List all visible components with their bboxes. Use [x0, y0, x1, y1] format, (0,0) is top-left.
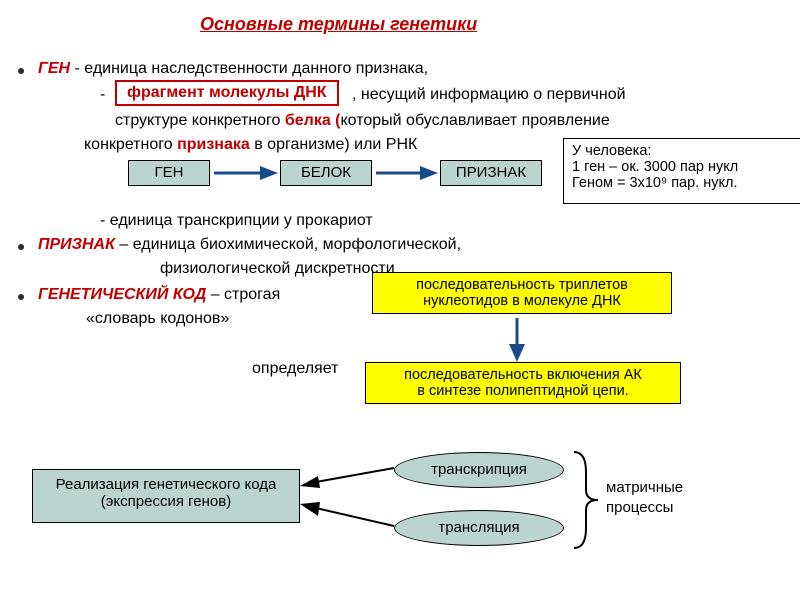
- brace-l2: процессы: [606, 498, 683, 518]
- bullet-dot: [18, 68, 24, 74]
- term-gene: ГЕН: [38, 60, 70, 77]
- ybox2-l2: в синтезе полипептидной цепи.: [372, 383, 674, 399]
- b3-line2: «словарь кодонов»: [86, 308, 229, 330]
- arrow-translation-to-box: [300, 500, 396, 530]
- bullet-dot-3: [18, 294, 24, 300]
- brace-l1: матричные: [606, 478, 683, 498]
- b1-l4a: конкретного: [84, 136, 177, 153]
- b2-line2: физиологической дискретности: [160, 258, 395, 280]
- defines-label: определяет: [252, 358, 338, 380]
- term-trait: ПРИЗНАК: [38, 236, 115, 253]
- infobox-human: У человека: 1 ген – ок. 3000 пар нукл Ге…: [563, 138, 800, 204]
- realization-l1: Реализация генетического кода: [33, 476, 299, 493]
- arrow-down-defines: [507, 318, 527, 362]
- arrow-gene-protein: [212, 164, 278, 182]
- b2-rest: – единица биохимической, морфологической…: [115, 236, 461, 253]
- b1-sub: - единица транскрипции у прокариот: [100, 210, 373, 232]
- b3-rest: – строгая: [206, 286, 280, 303]
- b1-line3: структуре конкретного белка (который обу…: [115, 110, 610, 132]
- b1-rest1: - единица наследственности данного призн…: [70, 60, 428, 77]
- b1-l4b: признака: [177, 136, 250, 153]
- flow-protein: БЕЛОК: [280, 160, 372, 186]
- infobox-l1: У человека:: [572, 143, 800, 159]
- b2-line1: ПРИЗНАК – единица биохимической, морфоло…: [38, 234, 461, 256]
- ellipse-transcription: транскрипция: [394, 452, 564, 488]
- ybox2-l1: последовательность включения АК: [372, 367, 674, 383]
- flow-trait: ПРИЗНАК: [440, 160, 542, 186]
- b1-line1: ГЕН - единица наследственности данного п…: [38, 58, 428, 80]
- ybox-triplets: последовательность триплетов нуклеотидов…: [372, 272, 672, 314]
- ybox1-l1: последовательность триплетов: [379, 277, 665, 293]
- brace-label: матричные процессы: [606, 478, 683, 519]
- b1-l4c: в организме) или РНК: [250, 136, 418, 153]
- b1-after-redbox: , несущий информацию о первичной: [352, 84, 626, 106]
- ellipse-translation: трансляция: [394, 510, 564, 546]
- arrow-transcription-to-box: [300, 462, 396, 488]
- box-realization: Реализация генетического кода (экспресси…: [32, 469, 300, 523]
- arrow-protein-trait: [374, 164, 438, 182]
- b3-line1: ГЕНЕТИЧЕСКИЙ КОД – строгая: [38, 284, 280, 306]
- b1-dash: -: [100, 84, 105, 106]
- infobox-l2: 1 ген – ок. 3000 пар нукл: [572, 159, 800, 175]
- brace-icon: [570, 452, 600, 548]
- infobox-l3: Геном = 3х10⁹ пар. нукл.: [572, 175, 800, 191]
- b1-l3c: который обуславливает проявление: [341, 112, 610, 129]
- term-genetic-code: ГЕНЕТИЧЕСКИЙ КОД: [38, 286, 206, 303]
- b1-line4: конкретного признака в организме) или РН…: [84, 134, 417, 156]
- b1-l3a: структуре конкретного: [115, 112, 285, 129]
- b1-l3b: белка (: [285, 112, 341, 129]
- realization-l2: (экспрессия генов): [33, 493, 299, 510]
- flow-gene: ГЕН: [128, 160, 210, 186]
- redbox-dna-fragment: фрагмент молекулы ДНК: [115, 80, 339, 106]
- page-title: Основные термины генетики: [200, 14, 477, 35]
- ybox1-l2: нуклеотидов в молекуле ДНК: [379, 293, 665, 309]
- bullet-dot-2: [18, 244, 24, 250]
- ybox-ak-sequence: последовательность включения АК в синтез…: [365, 362, 681, 404]
